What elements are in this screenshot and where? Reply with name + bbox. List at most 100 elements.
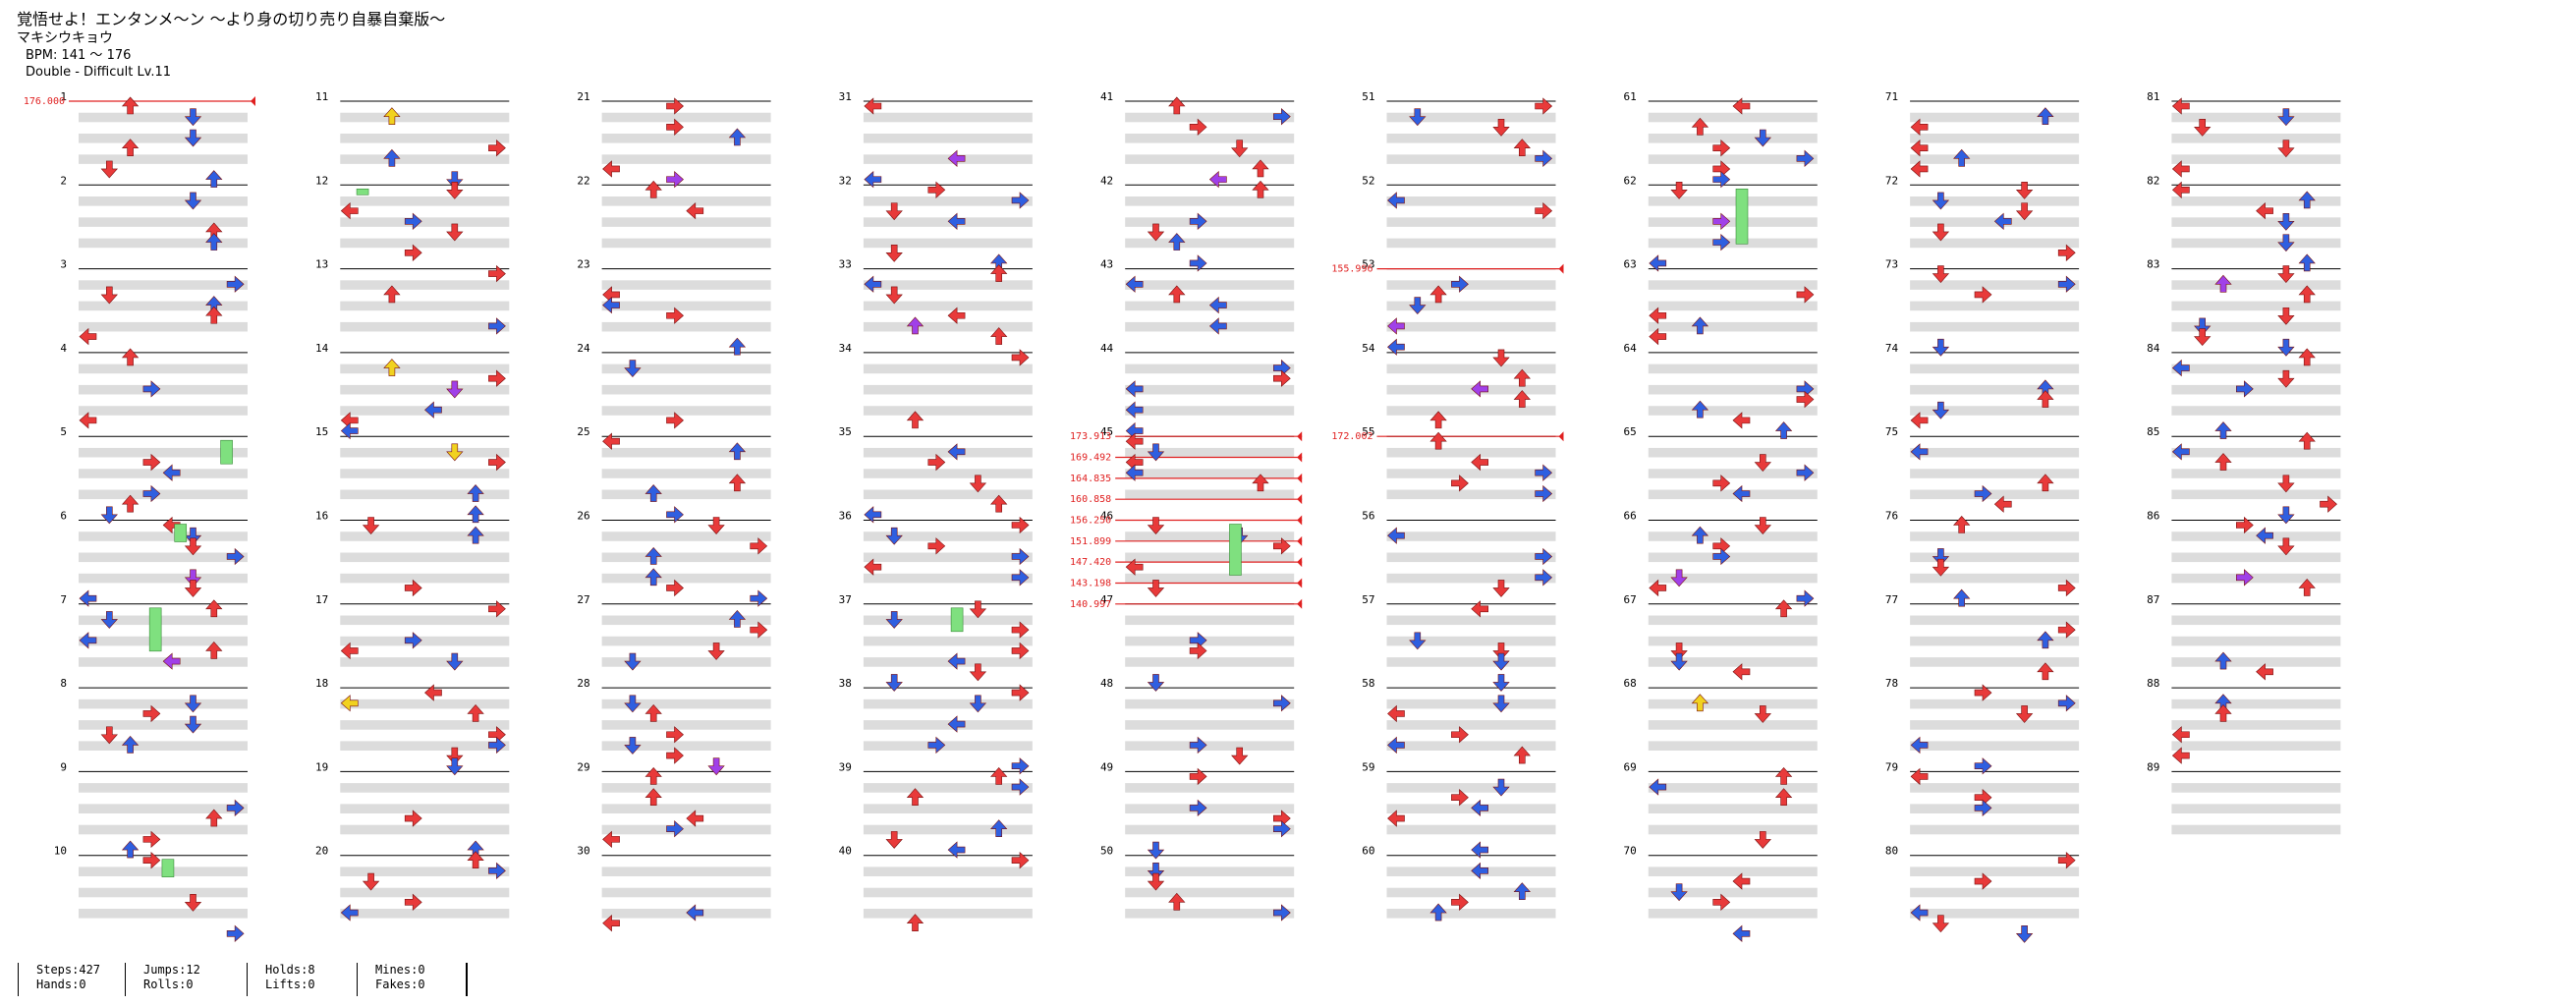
measure-number: 10 <box>54 845 67 858</box>
beat-band <box>340 217 510 227</box>
measure-number: 78 <box>1885 677 1898 690</box>
step-arrow-icon <box>1189 642 1207 660</box>
step-arrow-icon <box>1011 757 1030 775</box>
step-arrow-icon <box>666 412 684 429</box>
step-arrow-icon <box>467 703 484 722</box>
step-arrow-icon <box>1774 788 1793 807</box>
step-arrow-icon <box>1471 600 1488 618</box>
step-arrow-icon <box>1492 652 1510 671</box>
beat-band <box>863 134 1033 143</box>
step-arrow-icon <box>2057 579 2076 597</box>
step-arrow-icon <box>226 799 245 817</box>
step-arrow-icon <box>1670 652 1688 671</box>
step-arrow-icon <box>707 517 725 534</box>
beat-band <box>863 741 1033 751</box>
step-arrow-icon <box>1513 139 1531 156</box>
step-arrow-icon <box>1231 747 1249 765</box>
beat-band <box>1386 154 1556 164</box>
measure-number: 11 <box>315 90 328 103</box>
step-arrow-icon <box>990 766 1008 785</box>
step-arrow-icon <box>2298 579 2316 596</box>
step-arrow-icon <box>1974 286 1992 304</box>
beat-band <box>2171 134 2341 143</box>
beat-band <box>1648 384 1818 395</box>
beat-band <box>340 301 510 311</box>
beat-band <box>1125 866 1295 876</box>
hold-note <box>174 524 188 542</box>
stats-end-divider <box>466 963 468 996</box>
beat-band <box>1125 573 1295 584</box>
beat-band <box>340 384 510 395</box>
measure-number: 41 <box>1100 90 1113 103</box>
step-arrow-icon <box>2037 474 2054 492</box>
beat-band <box>79 363 248 374</box>
beat-band <box>863 804 1033 813</box>
step-arrow-icon <box>121 735 140 754</box>
step-arrow-icon <box>404 212 422 230</box>
beat-band <box>2171 112 2341 123</box>
beat-band <box>340 531 510 541</box>
step-arrow-icon <box>1492 778 1510 797</box>
step-arrow-icon <box>927 537 946 555</box>
beat-band <box>1125 909 1295 919</box>
step-arrow-icon <box>184 695 202 713</box>
step-arrow-icon <box>666 579 684 597</box>
step-arrow-icon <box>1208 170 1227 189</box>
bpm-change-marker <box>1297 494 1303 505</box>
step-arrow-icon <box>1011 778 1030 796</box>
beat-band <box>1648 636 1818 646</box>
beat-band <box>1910 238 2080 249</box>
beat-band <box>1648 238 1818 249</box>
measure-number: 19 <box>315 760 328 773</box>
step-arrow-icon <box>2298 348 2316 366</box>
measure-number: 28 <box>577 677 589 690</box>
bpm-change-label: 160.858 <box>1070 494 1111 505</box>
step-arrow-icon <box>404 579 422 597</box>
measure-number: 49 <box>1100 760 1113 773</box>
step-arrow-icon <box>2277 108 2295 127</box>
step-arrow-icon <box>1670 883 1688 902</box>
step-arrow-icon <box>1471 453 1488 472</box>
beat-band <box>79 783 248 793</box>
step-arrow-icon <box>1429 285 1447 304</box>
beat-band <box>1386 783 1556 793</box>
step-arrow-icon <box>2277 234 2295 252</box>
step-arrow-icon <box>1168 285 1186 304</box>
beat-band <box>1648 699 1818 709</box>
measure-number: 33 <box>839 258 852 271</box>
step-arrow-icon <box>2171 726 2190 744</box>
beat-band <box>601 280 771 290</box>
step-arrow-icon <box>446 171 464 190</box>
step-arrow-icon <box>1649 327 1667 346</box>
step-arrow-icon <box>990 264 1008 282</box>
step-arrow-icon <box>2015 925 2034 943</box>
beat-band <box>79 615 248 626</box>
bpm-change-marker <box>1297 535 1303 546</box>
measure-number: 1 <box>60 90 67 103</box>
beat-band <box>863 657 1033 667</box>
step-arrow-icon <box>142 852 161 869</box>
step-arrow-icon <box>1147 580 1165 597</box>
measure-number: 44 <box>1100 342 1114 355</box>
step-arrow-icon <box>885 674 903 692</box>
step-arrow-icon <box>906 411 924 429</box>
step-arrow-icon <box>1974 872 1992 890</box>
beat-band <box>1125 196 1295 206</box>
beat-band <box>1125 699 1295 709</box>
step-arrow-icon <box>383 107 401 125</box>
beat-band <box>601 447 771 458</box>
step-arrow-icon <box>1011 192 1030 209</box>
beat-band <box>79 573 248 584</box>
bpm-change-marker <box>1297 515 1303 526</box>
step-arrow-icon <box>2256 527 2273 544</box>
beat-band <box>340 887 510 898</box>
step-arrow-icon <box>205 599 223 618</box>
step-arrow-icon <box>2194 119 2212 137</box>
beat-band <box>1910 301 2080 311</box>
beat-band <box>601 384 771 395</box>
beat-band <box>1648 154 1818 164</box>
step-arrow-icon <box>1691 316 1709 335</box>
measure-number: 8 <box>60 677 67 690</box>
step-arrow-icon <box>927 736 946 754</box>
beat-band <box>1386 447 1556 458</box>
